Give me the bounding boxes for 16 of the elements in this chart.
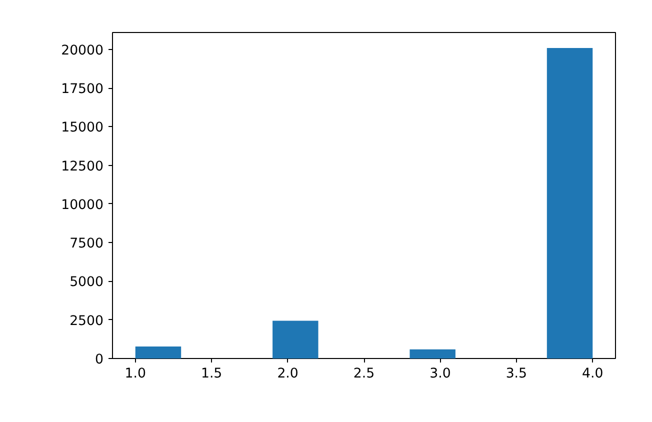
y-tick-label: 15000: [61, 120, 104, 136]
x-tick-label: 1.0: [124, 366, 146, 382]
y-tick-label: 17500: [61, 82, 104, 98]
y-tick-label: 0: [95, 352, 104, 368]
y-tick-label: 2500: [70, 314, 104, 329]
x-tick-label: 3.0: [430, 366, 451, 382]
x-tick-label: 2.0: [277, 366, 298, 382]
x-tick-label: 2.5: [353, 366, 375, 382]
y-tick-label: 10000: [61, 198, 104, 213]
y-tick-label: 7500: [70, 236, 104, 252]
y-tick-label: 5000: [70, 275, 104, 290]
x-tick-label: 4.0: [582, 366, 604, 382]
x-tick-label: 1.5: [200, 366, 222, 382]
x-tick-label: 3.5: [506, 366, 528, 382]
y-tick-label: 12500: [61, 159, 104, 174]
y-tick-label: 20000: [61, 43, 104, 58]
